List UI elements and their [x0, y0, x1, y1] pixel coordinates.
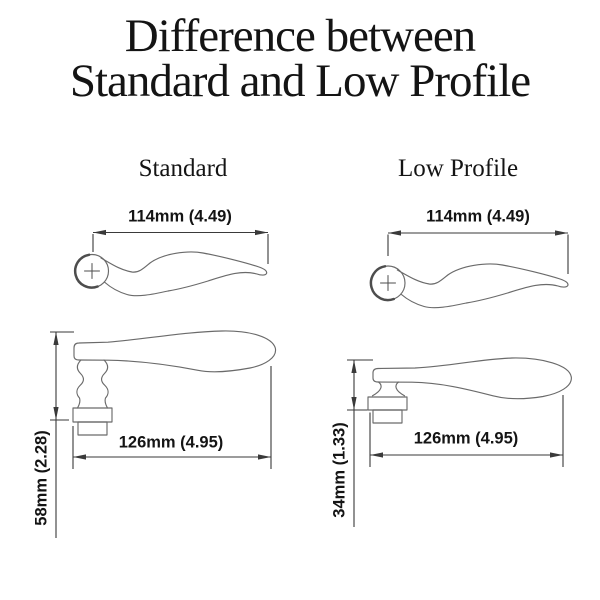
standard-height-dimension-lines	[50, 331, 74, 538]
low-profile-handle-top-view	[369, 263, 569, 309]
standard-top-width-dim: 114mm (4.49)	[128, 207, 232, 226]
standard-handle-top-view	[73, 251, 268, 297]
low-profile-drawing: 114mm (4.49) 126mm (4.95) 34mm (1.33)	[300, 190, 600, 600]
low-profile-height-dimension-lines	[347, 359, 373, 527]
low-profile-top-width-dimension-lines	[387, 230, 569, 274]
page-title: Difference between Standard and Low Prof…	[0, 10, 600, 107]
standard-drawing: 114mm (4.49) 126mm (4.95) 58mm (2.28)	[0, 190, 300, 600]
standard-length-dim: 126mm (4.95)	[118, 433, 224, 452]
low-profile-height-dim: 34mm (1.33)	[330, 422, 349, 518]
standard-drawing-svg	[50, 229, 277, 538]
low-profile-handle-side-view	[367, 357, 572, 424]
low-profile-heading: Low Profile	[397, 155, 519, 182]
standard-handle-side-view	[72, 330, 277, 436]
standard-length-dimension-lines	[72, 366, 272, 469]
standard-heading: Standard	[138, 155, 228, 182]
low-profile-length-dimension-lines	[369, 395, 564, 467]
low-profile-length-dim: 126mm (4.95)	[413, 429, 519, 448]
title-line-1: Difference between	[124, 10, 476, 62]
center-cross-icon	[380, 275, 396, 291]
low-profile-top-width-dim: 114mm (4.49)	[426, 207, 530, 226]
standard-top-width-dimension-lines	[92, 229, 269, 264]
title-line-2: Standard and Low Profile	[69, 55, 531, 107]
center-cross-icon	[84, 263, 100, 279]
low-profile-drawing-svg	[347, 230, 572, 527]
standard-height-dim: 58mm (2.28)	[32, 430, 51, 526]
